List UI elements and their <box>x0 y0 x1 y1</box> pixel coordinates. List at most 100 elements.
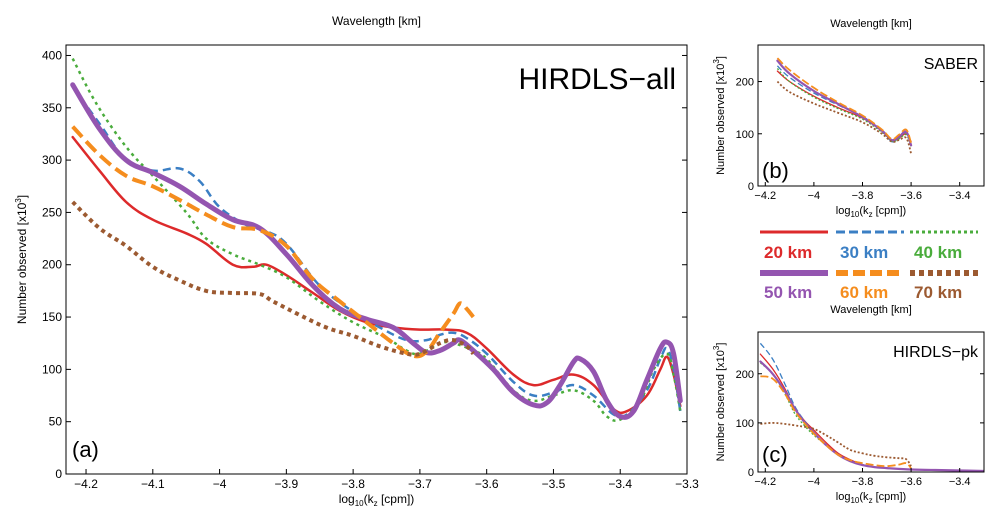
x-label-part: log <box>836 205 851 217</box>
x-axis-label: log10(kz [cpm]) <box>339 492 415 508</box>
series-group <box>776 57 913 154</box>
x-tick-label: −3.5 <box>542 477 566 491</box>
series-line-20km <box>71 135 682 415</box>
y-label-part: Number observed [x10 <box>715 64 727 175</box>
series-group <box>759 342 984 472</box>
x-label-part: log <box>339 492 355 506</box>
y-label-part: ] <box>15 195 29 198</box>
x-tick-label: −3.4 <box>949 190 971 202</box>
x-tick-label: −3.7 <box>408 477 432 491</box>
x-tick-label: −3.6 <box>900 476 922 488</box>
top-axis-label: Wavelength [km] <box>830 304 912 316</box>
x-label-part: [cpm]) <box>873 205 907 217</box>
plot-area <box>66 45 687 474</box>
x-label-part: (k <box>859 205 869 217</box>
series-line-40km <box>776 68 912 148</box>
x-tick-label: −4 <box>213 477 227 491</box>
x-tick-label: −4 <box>808 476 821 488</box>
plot-area <box>758 332 984 472</box>
legend-label-20km: 20 km <box>764 243 812 262</box>
y-tick-label: 100 <box>736 418 754 430</box>
y-tick-label: 200 <box>42 258 62 272</box>
chart-title: SABER <box>924 56 978 73</box>
panel-label: (b) <box>762 158 789 183</box>
x-label-sub: z <box>869 210 873 219</box>
y-axis-label: Number observed [x103] <box>712 56 727 175</box>
x-tick-label: −4.1 <box>141 477 165 491</box>
top-axis-label: Wavelength [km] <box>332 14 421 28</box>
x-tick-label: −4.2 <box>754 476 776 488</box>
y-tick-label: 400 <box>42 48 62 62</box>
y-tick-label: 200 <box>736 77 754 89</box>
series-line-50km <box>70 82 683 420</box>
panel-label: (a) <box>72 437 99 462</box>
x-label-part: log <box>836 491 851 503</box>
x-tick-label: −3.4 <box>608 477 632 491</box>
x-tick-label: −3.9 <box>275 477 299 491</box>
legend-label-60km: 60 km <box>840 283 888 302</box>
x-tick-label: −4 <box>808 190 821 202</box>
legend: 20 km 30 km 40 km 50 km 60 km 70 km <box>760 230 978 302</box>
series-line-60km <box>760 375 912 469</box>
y-label-sup: 3 <box>712 345 721 350</box>
x-label-sub: 10 <box>850 210 859 219</box>
legend-label-40km: 40 km <box>914 243 962 262</box>
x-label-part: [cpm]) <box>378 492 415 506</box>
plot-frame <box>757 331 985 473</box>
y-tick-label: 300 <box>42 153 62 167</box>
x-label-sub: 10 <box>850 496 859 505</box>
top-axis-label: Wavelength [km] <box>830 18 912 30</box>
series-group <box>70 58 683 423</box>
x-tick-label: −3.6 <box>475 477 499 491</box>
x-label-sub: z <box>374 499 378 508</box>
series-line-70km <box>71 200 475 357</box>
chart-title: HIRDLS−all <box>518 63 676 96</box>
plot-area <box>758 45 984 186</box>
x-tick-label: −3.8 <box>852 476 874 488</box>
x-tick-label: −3.4 <box>949 476 971 488</box>
y-label-part: Number observed [x10 <box>715 350 727 461</box>
x-tick-label: −3.6 <box>900 190 922 202</box>
y-tick-label: 100 <box>42 362 62 376</box>
x-tick-label: −3.8 <box>852 190 874 202</box>
panel-c-chart: −4.2−4−3.8−3.6−3.40100200161210865432.52… <box>712 304 985 505</box>
x-label-part: (k <box>859 491 869 503</box>
x-label-sub: z <box>869 496 873 505</box>
x-axis-label: log10(kz [cpm]) <box>836 205 906 219</box>
y-label-part: ] <box>715 56 727 59</box>
y-axis-label: Number observed [x103] <box>712 343 727 462</box>
y-tick-label: 250 <box>42 205 62 219</box>
series-line-70km <box>776 80 912 154</box>
y-tick-label: 0 <box>55 467 62 481</box>
plot-frame <box>65 44 688 475</box>
legend-label-70km: 70 km <box>914 283 962 302</box>
y-tick-label: 150 <box>42 310 62 324</box>
series-line-60km <box>71 125 475 359</box>
y-tick-label: 100 <box>736 129 754 141</box>
x-tick-label: −4.2 <box>754 190 776 202</box>
y-tick-label: 0 <box>748 181 754 193</box>
series-line-50km <box>776 59 913 147</box>
x-label-part: [cpm]) <box>873 491 907 503</box>
x-axis-label: log10(kz [cpm]) <box>836 491 906 505</box>
y-tick-label: 50 <box>49 415 63 429</box>
y-label-sup: 3 <box>712 59 721 64</box>
x-tick-label: −3.8 <box>341 477 365 491</box>
series-line-70km <box>760 422 912 467</box>
x-label-part: (k <box>364 492 375 506</box>
x-tick-label: −3.3 <box>675 477 699 491</box>
panel-b-chart: −4.2−4−3.8−3.6−3.40100200161210865432.52… <box>712 18 985 219</box>
chart-title: HIRDLS−pk <box>893 344 979 361</box>
x-tick-label: −4.2 <box>74 477 98 491</box>
plot-frame <box>757 44 985 187</box>
y-axis-label: Number observed [x103] <box>14 195 29 324</box>
panel-a-chart: −4.2 −4.1 −4 −3.9 −3.8 −3.7 −3.6 −3.5 −3.4 −3.3 0 5… <box>14 14 699 508</box>
series-line-50km <box>759 360 984 472</box>
y-label-part: ] <box>715 343 727 346</box>
panel-label: (c) <box>762 442 788 467</box>
x-label-sub: 10 <box>355 499 364 508</box>
y-tick-label: 0 <box>748 467 754 479</box>
y-tick-label: 350 <box>42 101 62 115</box>
y-tick-label: 200 <box>736 369 754 381</box>
